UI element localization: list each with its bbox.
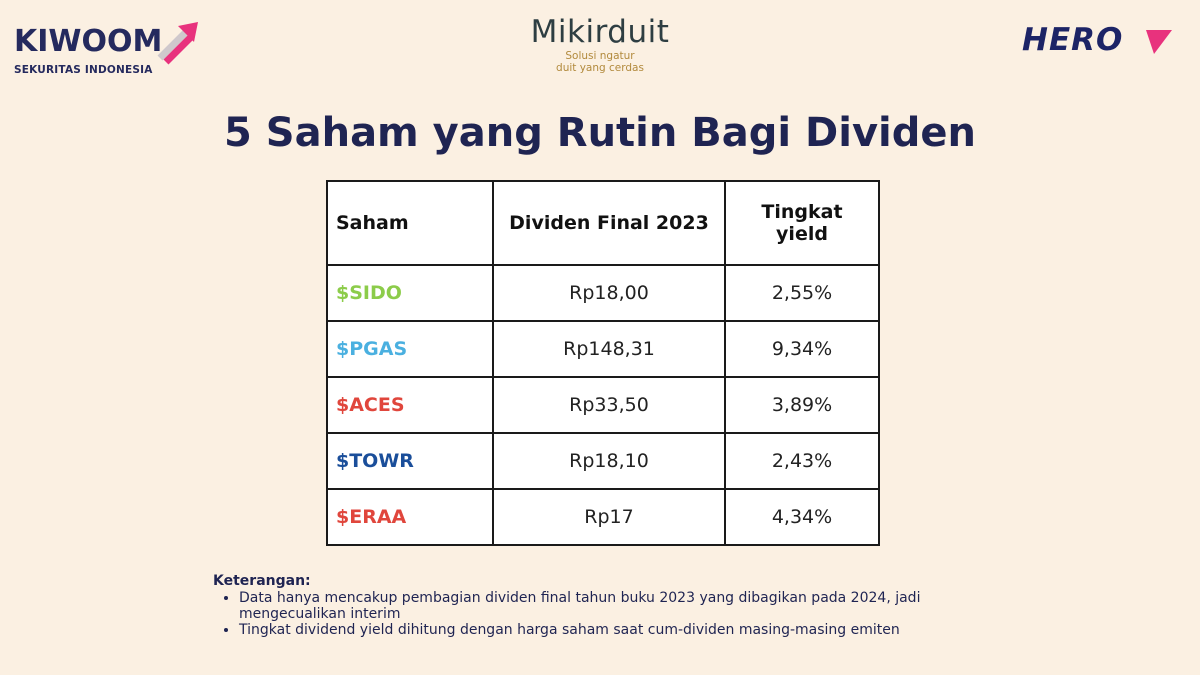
table-row: $SIDO Rp18,00 2,55% xyxy=(326,264,880,322)
kiwoom-subtitle: SEKURITAS INDONESIA xyxy=(14,64,153,76)
table-header-row: Saham Dividen Final 2023 Tingkat yield xyxy=(326,180,880,266)
table-row: $TOWR Rp18,10 2,43% xyxy=(326,432,880,490)
mikirduit-name: Mikirduit xyxy=(530,14,670,50)
ticker-cell: $TOWR xyxy=(326,432,494,490)
yield-cell: 4,34% xyxy=(724,488,880,546)
kiwoom-arrow-icon xyxy=(157,22,198,65)
notes-section: Keterangan: Data hanya mencakup pembagia… xyxy=(213,573,973,638)
note-item: Data hanya mencakup pembagian dividen fi… xyxy=(239,590,973,622)
dividend-cell: Rp17 xyxy=(492,488,726,546)
header-saham: Saham xyxy=(326,180,494,266)
ticker-cell: $ACES xyxy=(326,376,494,434)
yield-cell: 3,89% xyxy=(724,376,880,434)
hero-logo: HERO xyxy=(1022,22,1182,62)
ticker-cell: $SIDO xyxy=(326,264,494,322)
hero-slash-icon xyxy=(1146,30,1172,54)
hero-name: HERO xyxy=(1022,22,1124,58)
mikirduit-tagline-2: duit yang cerdas xyxy=(556,62,644,74)
notes-title: Keterangan: xyxy=(213,573,311,589)
header-yield-line2: yield xyxy=(776,223,828,245)
note-item: Tingkat dividend yield dihitung dengan h… xyxy=(239,622,973,638)
dividend-cell: Rp148,31 xyxy=(492,320,726,378)
mikirduit-logo: Mikirduit Solusi ngatur duit yang cerdas xyxy=(480,14,720,74)
yield-cell: 2,43% xyxy=(724,432,880,490)
ticker-cell: $ERAA xyxy=(326,488,494,546)
yield-cell: 2,55% xyxy=(724,264,880,322)
header-yield: Tingkat yield xyxy=(724,180,880,266)
dividend-cell: Rp18,10 xyxy=(492,432,726,490)
dividend-table: Saham Dividen Final 2023 Tingkat yield $… xyxy=(326,180,880,546)
dividend-cell: Rp18,00 xyxy=(492,264,726,322)
kiwoom-logo: KIWOOM SEKURITAS INDONESIA xyxy=(14,18,204,78)
table-row: $ERAA Rp17 4,34% xyxy=(326,488,880,546)
mikirduit-tagline-1: Solusi ngatur xyxy=(565,50,635,62)
page-title: 5 Saham yang Rutin Bagi Dividen xyxy=(224,110,976,156)
kiwoom-name: KIWOOM xyxy=(14,24,163,59)
header-yield-line1: Tingkat xyxy=(761,201,843,223)
yield-cell: 9,34% xyxy=(724,320,880,378)
dividend-cell: Rp33,50 xyxy=(492,376,726,434)
table-row: $ACES Rp33,50 3,89% xyxy=(326,376,880,434)
ticker-cell: $PGAS xyxy=(326,320,494,378)
table-row: $PGAS Rp148,31 9,34% xyxy=(326,320,880,378)
notes-list: Data hanya mencakup pembagian dividen fi… xyxy=(213,590,973,638)
header-dividen: Dividen Final 2023 xyxy=(492,180,726,266)
